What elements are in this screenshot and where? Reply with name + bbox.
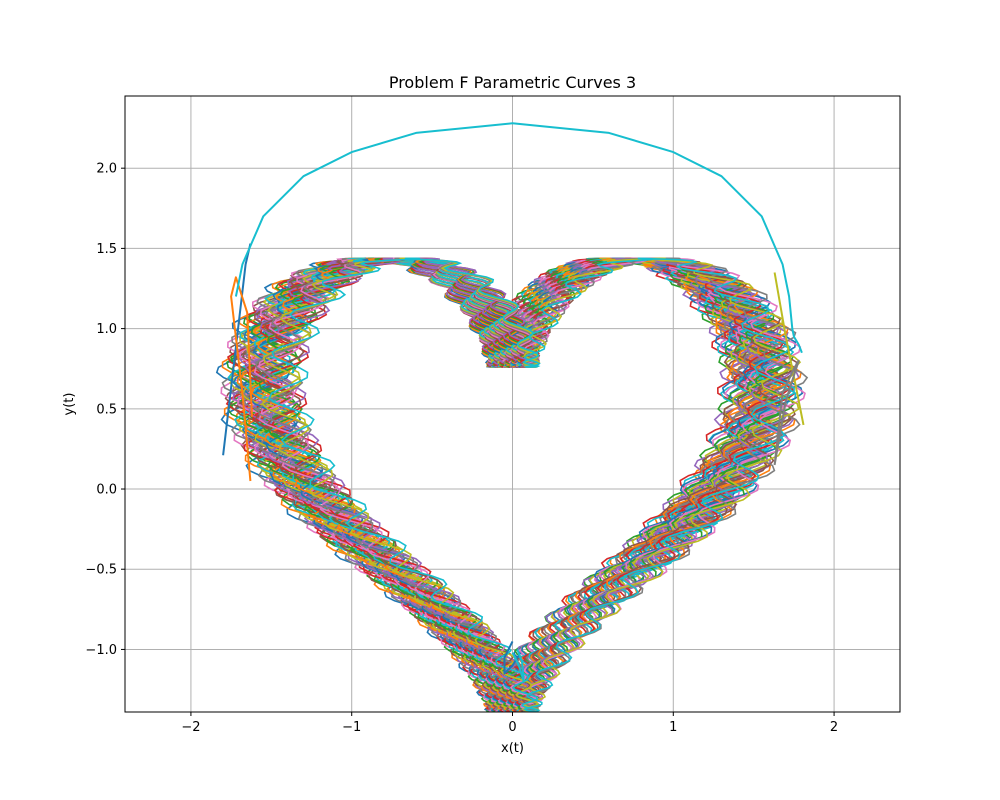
y-tick-label: 0.5: [96, 402, 117, 417]
x-tick-label: −2: [181, 720, 200, 735]
series-line: [268, 257, 795, 712]
series-group: [215, 122, 809, 712]
y-tick-label: 1.5: [96, 242, 117, 257]
y-tick-label: 1.0: [96, 322, 117, 337]
series-line: [234, 122, 803, 354]
series-line: [230, 276, 253, 482]
x-tick-label: 0: [508, 720, 516, 735]
series-line: [255, 257, 809, 712]
series-line: [773, 359, 800, 466]
y-tick-label: 0.0: [96, 483, 117, 498]
series-line: [511, 649, 525, 683]
x-tick-label: −1: [342, 720, 361, 735]
y-tick-label: −1.0: [85, 643, 117, 658]
x-tick-label: 2: [830, 720, 838, 735]
series-line: [503, 640, 522, 675]
series-line: [264, 257, 793, 712]
y-axis-label: y(t): [62, 393, 77, 416]
series-line: [773, 272, 805, 426]
series-line: [253, 257, 806, 712]
y-tick-label: −0.5: [85, 563, 117, 578]
plot-area: [215, 122, 809, 712]
x-tick-label: 1: [669, 720, 677, 735]
x-axis-label: x(t): [501, 741, 524, 756]
chart-title: Problem F Parametric Curves 3: [389, 73, 636, 92]
ticks: −2 −1 0 1 2 −1.0 −0.5 0.0 0.5 1.0 1.5 2.0: [85, 162, 838, 735]
y-tick-label: 2.0: [96, 162, 117, 177]
series-line: [261, 257, 802, 712]
